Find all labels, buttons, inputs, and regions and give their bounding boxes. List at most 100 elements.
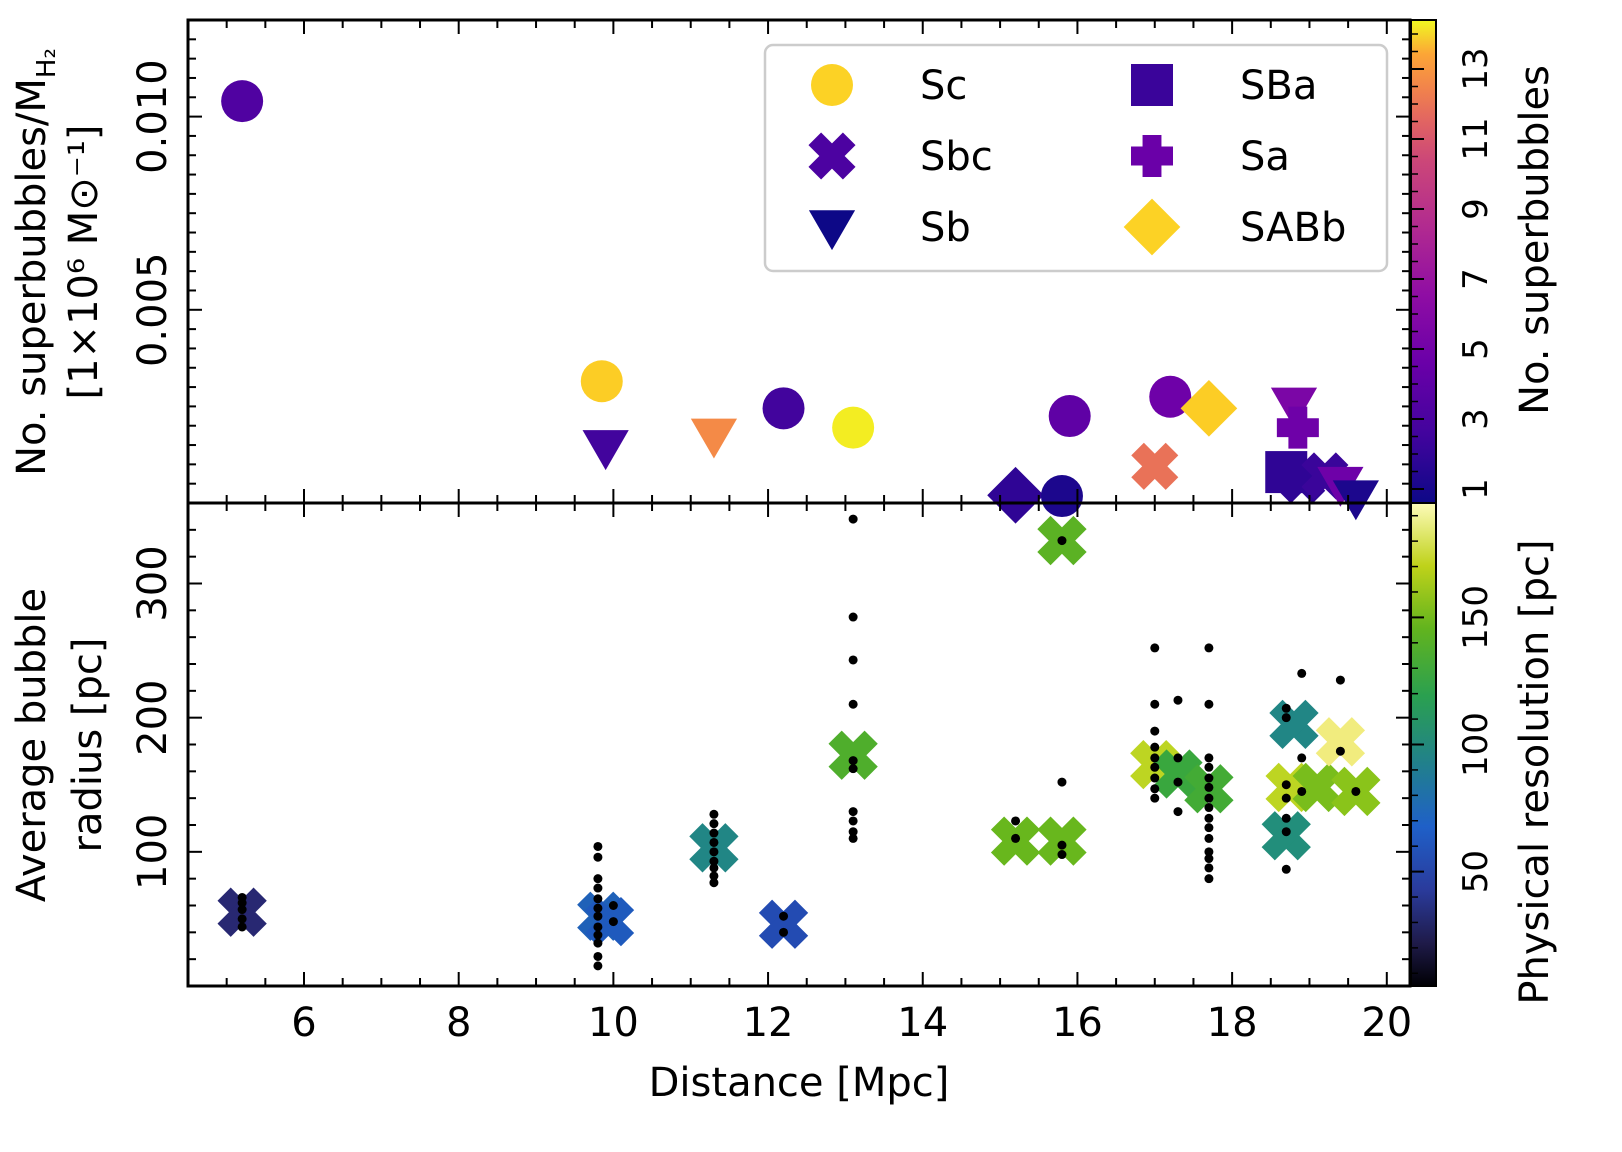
bottom-average-16-stroke-b (1315, 717, 1366, 767)
bubble-dot-69 (1204, 773, 1214, 783)
x-tick-label-18: 18 (1207, 1000, 1258, 1046)
top-point-4 (762, 387, 805, 430)
bubble-dot-10 (593, 911, 603, 921)
bubble-dot-29 (779, 911, 789, 921)
bubble-dot-42 (1057, 850, 1067, 860)
bubble-dot-36 (848, 699, 858, 709)
top-point-9 (1131, 442, 1179, 490)
bubble-dot-62 (1204, 847, 1214, 857)
bubble-dot-24 (709, 837, 719, 847)
bubble-dot-43 (1057, 840, 1067, 850)
bottom-average-15 (1292, 762, 1342, 813)
top-cb-tick-label-1: 1 (1456, 478, 1496, 500)
bubble-dot-48 (1150, 773, 1160, 783)
bottom-average-4 (758, 899, 809, 949)
bubble-dot-9 (593, 922, 603, 932)
bottom-panel: 6 8 10 12 14 16 18 20 100 200 300 Average bubble r… (9, 501, 1558, 1046)
bubble-dot-18 (608, 901, 618, 910)
bubble-dot-46 (1150, 793, 1160, 803)
bubble-dot-71 (1204, 753, 1214, 763)
bottom-average-10-stroke-b (1153, 749, 1203, 799)
bubble-dot-72 (1204, 699, 1214, 709)
bubble-dot-33 (848, 807, 858, 817)
top-ticks-layer: 0.005 0.010 (130, 19, 1410, 504)
bottom-y-tick-label-300: 300 (130, 545, 176, 621)
top-ylabel-line1: No. superbubbles/MH₂ (9, 48, 62, 476)
bubble-dot-79 (1281, 713, 1291, 723)
bottom-cb-tick-label-100: 100 (1456, 712, 1496, 777)
bubble-dot-44 (1057, 777, 1067, 787)
bubble-dot-53 (1150, 699, 1160, 709)
bubble-dot-85 (1335, 675, 1345, 685)
top-panel: 0.005 0.010 No. superbubbles/MH₂ [1×10⁶ M… (9, 18, 1558, 524)
bubble-dot-31 (848, 827, 858, 837)
bubble-dot-63 (1204, 833, 1214, 843)
bottom-average-4-stroke-b (758, 899, 809, 949)
top-cb-tick-label-7: 7 (1456, 268, 1496, 290)
bubble-dot-73 (1204, 643, 1214, 653)
bubble-dot-61 (1204, 854, 1214, 864)
legend-marker-sb (808, 210, 856, 251)
x-tick-label-20: 20 (1361, 1000, 1412, 1046)
legend-label-sa: Sa (1240, 134, 1290, 180)
bubble-dot-21 (709, 863, 719, 873)
bubble-dot-45 (1057, 536, 1067, 546)
x-tick-label-8: 8 (446, 1000, 471, 1046)
bubble-dot-37 (848, 655, 858, 665)
bubble-dot-86 (1351, 786, 1361, 796)
bubble-dot-25 (709, 828, 719, 838)
bubble-dot-78 (1281, 780, 1291, 790)
bubble-dot-68 (1204, 782, 1214, 792)
top-point-14 (1276, 406, 1319, 449)
top-point-11 (1180, 379, 1238, 437)
bubble-dot-0 (237, 922, 247, 932)
x-axis-label: Distance [Mpc] (649, 1060, 950, 1106)
bottom-y-tick-label-200: 200 (130, 679, 176, 755)
top-point-7 (1040, 475, 1083, 518)
bottom-y-tick-label-100: 100 (130, 814, 176, 890)
top-cb-tick-label-11: 11 (1456, 117, 1496, 160)
x-tick-label-10: 10 (588, 1000, 639, 1046)
x-tick-label-16: 16 (1052, 1000, 1103, 1046)
bubble-dot-6 (593, 951, 603, 961)
bubble-dot-80 (1281, 703, 1291, 713)
top-point-8 (1048, 395, 1091, 438)
bottom-points-layer (217, 514, 1381, 971)
legend: Sc Sbc Sb SBa Sa SABb (763, 43, 1389, 273)
legend-label-sabb: SABb (1240, 205, 1346, 251)
bottom-average-15-stroke-b (1292, 762, 1342, 813)
top-points-layer (221, 80, 1379, 524)
bubble-dot-64 (1204, 823, 1214, 833)
bubble-dot-47 (1150, 784, 1160, 794)
bubble-dot-34 (848, 764, 858, 774)
bottom-average-13-stroke-b (1269, 699, 1319, 750)
bubble-dot-5 (593, 961, 603, 971)
bottom-average-5 (828, 730, 878, 780)
bubble-dot-74 (1281, 864, 1291, 874)
legend-frame (763, 43, 1389, 273)
bubble-dot-11 (593, 903, 603, 913)
top-cb-tick-label-5: 5 (1456, 338, 1496, 360)
bubble-dot-14 (593, 874, 603, 884)
bottom-cb-tick-label-150: 150 (1456, 585, 1496, 650)
bubble-dot-67 (1204, 793, 1214, 803)
bottom-average-5-stroke-b (828, 730, 878, 780)
bubble-dot-83 (1297, 668, 1307, 678)
bubble-dot-49 (1150, 762, 1160, 772)
bubble-dot-60 (1204, 863, 1214, 873)
legend-entries: Sc Sbc Sb SBa Sa SABb (808, 63, 1346, 256)
top-point-18 (1332, 480, 1379, 521)
legend-label-sb: Sb (920, 205, 971, 251)
legend-label-sc: Sc (920, 63, 967, 109)
bubble-dot-55 (1173, 807, 1183, 817)
bubble-dot-82 (1297, 753, 1307, 763)
top-point-9-stroke-b (1131, 442, 1179, 490)
bottom-average-13 (1269, 699, 1319, 750)
bottom-ticks-layer: 6 8 10 12 14 16 18 20 100 200 300 (130, 502, 1412, 1046)
bubble-dot-51 (1150, 742, 1160, 752)
bubble-dot-1 (237, 914, 247, 924)
top-point-2 (582, 430, 629, 471)
top-y-tick-label-0.010: 0.010 (130, 59, 176, 174)
bubble-dot-59 (1204, 874, 1214, 884)
